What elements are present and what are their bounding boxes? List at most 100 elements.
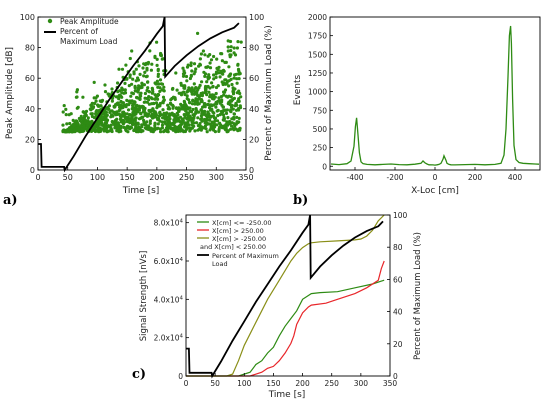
scatter-point <box>142 107 146 111</box>
scatter-point <box>237 120 241 124</box>
scatter-point <box>185 79 189 83</box>
x-tick-label: 0 <box>184 379 189 388</box>
y-tick-label: 1250 <box>308 69 327 78</box>
scatter-point <box>99 116 103 120</box>
scatter-point <box>148 49 152 53</box>
scatter-point <box>178 124 182 128</box>
scatter-point <box>199 52 203 56</box>
scatter-point <box>146 80 150 84</box>
scatter-point <box>117 97 121 101</box>
scatter-point <box>235 91 239 95</box>
scatter-point <box>149 108 153 112</box>
y2-axis-label-c: Percent of Maximum Load (%) <box>413 232 423 360</box>
scatter-point <box>191 113 195 117</box>
legend-label-load-line1: Percent of <box>60 27 98 36</box>
x-axis-label-b: X-Loc [cm] <box>411 186 459 196</box>
scatter-point <box>204 113 208 117</box>
scatter-point <box>130 49 134 53</box>
scatter-point <box>198 122 202 126</box>
y-tick-label: 500 <box>313 125 328 134</box>
plot-frame <box>37 16 247 171</box>
scatter-point <box>75 95 79 99</box>
scatter-point <box>86 116 90 120</box>
scatter-point <box>171 113 175 117</box>
scatter-point <box>105 129 109 133</box>
scatter-point <box>120 113 124 117</box>
scatter-point <box>143 91 147 96</box>
y-tick-label: 0 <box>322 162 327 171</box>
scatter-point <box>235 77 239 81</box>
y2-tick-label: 80 <box>249 44 259 53</box>
scatter-point <box>149 96 153 100</box>
panel-a: 0 50 100 150 200 250 300 3500204060801000204060… <box>3 13 274 208</box>
scatter-point <box>212 122 216 126</box>
scatter-point <box>117 67 121 71</box>
scatter-point <box>103 83 107 87</box>
x-tick-label: 350 <box>238 173 253 182</box>
x-tick-label: 50 <box>210 379 220 388</box>
scatter-point <box>187 98 191 102</box>
scatter-point <box>150 62 154 66</box>
scatter-point <box>139 128 144 133</box>
scatter-point <box>91 106 95 110</box>
scatter-point <box>222 93 226 97</box>
scatter-point <box>120 67 125 71</box>
scatter-point <box>122 125 126 129</box>
scatter-point <box>216 114 220 118</box>
scatter-point <box>205 115 209 119</box>
y-tick-label: 2000 <box>308 13 327 22</box>
scatter-point <box>212 111 216 115</box>
scatter-point <box>181 74 186 78</box>
x-tick-label: 100 <box>237 379 252 388</box>
scatter-point <box>114 103 118 107</box>
scatter-point <box>140 85 144 89</box>
scatter-point <box>94 99 98 103</box>
scatter-point <box>162 111 166 115</box>
scatter-point <box>239 40 243 44</box>
scatter-point <box>214 91 218 96</box>
scatter-point <box>211 85 215 89</box>
scatter-point <box>155 40 159 44</box>
scatter-point <box>173 97 177 101</box>
scatter-point <box>185 122 189 126</box>
scatter-point <box>136 110 140 114</box>
scatter-point <box>237 99 241 103</box>
scatter-point <box>189 89 193 93</box>
scatter-point <box>203 53 207 57</box>
scatter-point <box>132 70 136 74</box>
scatter-point <box>92 126 97 130</box>
scatter-point <box>218 75 222 79</box>
scatter-point <box>159 130 163 134</box>
scatter-point <box>215 57 219 61</box>
scatter-point <box>78 119 82 123</box>
scatter-point <box>149 126 153 130</box>
scatter-point <box>145 114 149 118</box>
scatter-point <box>138 93 142 97</box>
scatter-point <box>182 90 186 94</box>
scatter-point <box>239 95 243 99</box>
scatter-point <box>208 118 212 122</box>
scatter-point <box>193 129 197 133</box>
scatter-point <box>229 127 233 131</box>
scatter-point <box>104 116 108 120</box>
scatter-point <box>135 103 139 107</box>
scatter-point <box>153 124 157 128</box>
scatter-point <box>203 72 208 76</box>
scatter-point <box>215 66 219 70</box>
scatter-point <box>142 62 146 66</box>
scatter-point <box>156 122 160 126</box>
scatter-point <box>190 69 194 73</box>
scatter-point <box>136 121 140 125</box>
scatter-point <box>136 107 140 111</box>
scatter-point <box>199 117 203 121</box>
scatter-point <box>140 125 144 129</box>
scatter-point <box>208 61 212 65</box>
scatter-point <box>228 102 232 106</box>
x-tick-label: -200 <box>386 173 403 182</box>
scatter-point <box>61 123 65 127</box>
scatter-point <box>176 129 181 133</box>
scatter-point <box>145 74 149 78</box>
scatter-point <box>221 72 225 76</box>
scatter-point <box>162 98 166 102</box>
panel-b: -400 -200 0 200 400 0 250 500 750 1000 1250 1500 175… <box>293 13 541 208</box>
